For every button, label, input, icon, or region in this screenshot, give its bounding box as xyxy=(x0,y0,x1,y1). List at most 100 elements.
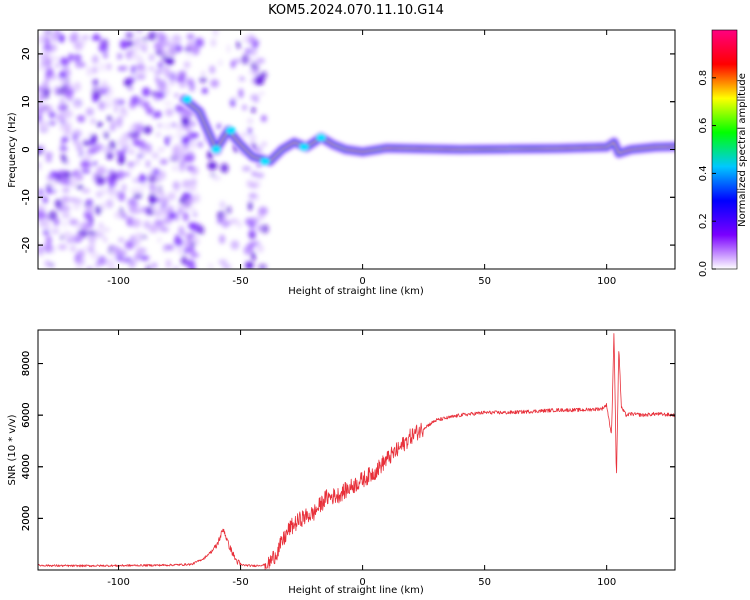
noise-blob xyxy=(118,53,123,59)
noise-blob xyxy=(104,132,109,139)
noise-blob xyxy=(106,63,112,71)
noise-blob xyxy=(128,149,135,155)
noise-blob xyxy=(121,183,127,192)
colorbar-gradient xyxy=(712,30,737,269)
noise-blob xyxy=(38,97,44,103)
noise-blob xyxy=(120,106,125,112)
noise-blob xyxy=(85,204,95,214)
x-tick-label: -50 xyxy=(232,276,248,287)
noise-blob xyxy=(85,107,95,116)
noise-blob xyxy=(147,174,157,184)
noise-blob xyxy=(256,244,265,253)
noise-blob xyxy=(77,249,85,259)
noise-blob xyxy=(141,36,149,43)
noise-blob xyxy=(131,218,142,228)
noise-blob xyxy=(245,218,254,226)
noise-blob xyxy=(219,234,226,244)
noise-blob xyxy=(181,135,190,145)
chart-title: KOM5.2024.070.11.10.G14 xyxy=(268,3,444,18)
noise-blob xyxy=(210,79,220,88)
noise-blob xyxy=(143,220,151,229)
noise-blob xyxy=(135,157,140,166)
noise-blob xyxy=(158,82,167,92)
noise-blob xyxy=(130,52,137,58)
noise-blob xyxy=(222,213,227,219)
noise-blob xyxy=(63,119,73,126)
noise-blob xyxy=(148,53,155,62)
noise-blob xyxy=(61,220,68,228)
noise-blob xyxy=(183,61,191,69)
noise-blob xyxy=(135,247,143,256)
snr-plot-area xyxy=(38,330,675,570)
noise-blob xyxy=(185,51,195,57)
noise-blob xyxy=(260,224,269,234)
noise-blob xyxy=(61,136,69,143)
noise-blob xyxy=(58,34,65,43)
noise-blob xyxy=(175,123,184,131)
noise-blob xyxy=(86,222,94,229)
noise-blob xyxy=(145,160,151,168)
noise-blob xyxy=(90,250,99,260)
noise-blob xyxy=(142,125,153,135)
noise-blob xyxy=(186,165,195,171)
noise-blob xyxy=(154,77,160,82)
noise-blob xyxy=(254,61,262,66)
colorbar-frame xyxy=(711,29,738,270)
noise-blob xyxy=(53,218,61,225)
noise-blob xyxy=(147,31,157,41)
noise-blob xyxy=(220,163,229,174)
noise-blob xyxy=(127,40,133,47)
noise-blob xyxy=(96,166,104,177)
noise-blob xyxy=(175,44,182,53)
y-tick-label: 6000 xyxy=(21,402,32,427)
noise-blob xyxy=(129,235,136,242)
noise-blob xyxy=(247,118,254,124)
y-tick-label: 20 xyxy=(21,48,32,61)
noise-blob xyxy=(174,93,179,98)
noise-blob xyxy=(72,202,81,211)
y-tick-label: 0 xyxy=(21,146,32,152)
noise-blob xyxy=(115,189,121,199)
noise-blob xyxy=(142,87,151,97)
noise-blob xyxy=(94,143,104,150)
noise-blob xyxy=(148,193,156,204)
noise-blob xyxy=(87,234,97,243)
noise-blob xyxy=(163,101,173,106)
noise-blob xyxy=(63,109,74,119)
noise-blob xyxy=(104,91,112,101)
noise-blob xyxy=(251,179,261,189)
noise-blob xyxy=(114,104,118,114)
spectrogram-y-ticks: -20 -10 0 10 20 xyxy=(21,48,675,253)
noise-blob xyxy=(151,262,158,269)
noise-blob xyxy=(236,41,241,49)
snr-y-ticks: 2000 4000 6000 8000 xyxy=(21,351,675,531)
noise-blob xyxy=(251,251,256,262)
noise-blob xyxy=(135,63,146,71)
noise-blob xyxy=(212,176,221,181)
noise-blob xyxy=(98,101,106,111)
noise-blob xyxy=(207,161,218,170)
noise-blob xyxy=(127,86,134,91)
noise-blob xyxy=(180,182,191,187)
noise-blob xyxy=(102,51,109,59)
noise-blob xyxy=(59,97,65,108)
noise-blob xyxy=(258,264,268,269)
noise-blob xyxy=(109,123,116,132)
noise-blob xyxy=(160,202,167,210)
noise-blob xyxy=(217,219,223,224)
noise-blob xyxy=(194,37,204,48)
y-tick-label: -10 xyxy=(21,189,32,205)
noise-blob xyxy=(219,201,226,209)
spectrogram-y-axis-label: Frequency (Hz) xyxy=(7,112,18,188)
noise-blob xyxy=(137,97,145,107)
x-tick-label: 0 xyxy=(359,276,365,287)
noise-blob xyxy=(148,224,159,234)
noise-blob xyxy=(48,210,58,221)
noise-blob xyxy=(38,205,45,210)
noise-blob xyxy=(171,164,179,172)
noise-blob xyxy=(47,120,57,126)
noise-blob xyxy=(184,240,191,249)
noise-blob xyxy=(255,172,265,178)
noise-blob xyxy=(56,173,64,180)
